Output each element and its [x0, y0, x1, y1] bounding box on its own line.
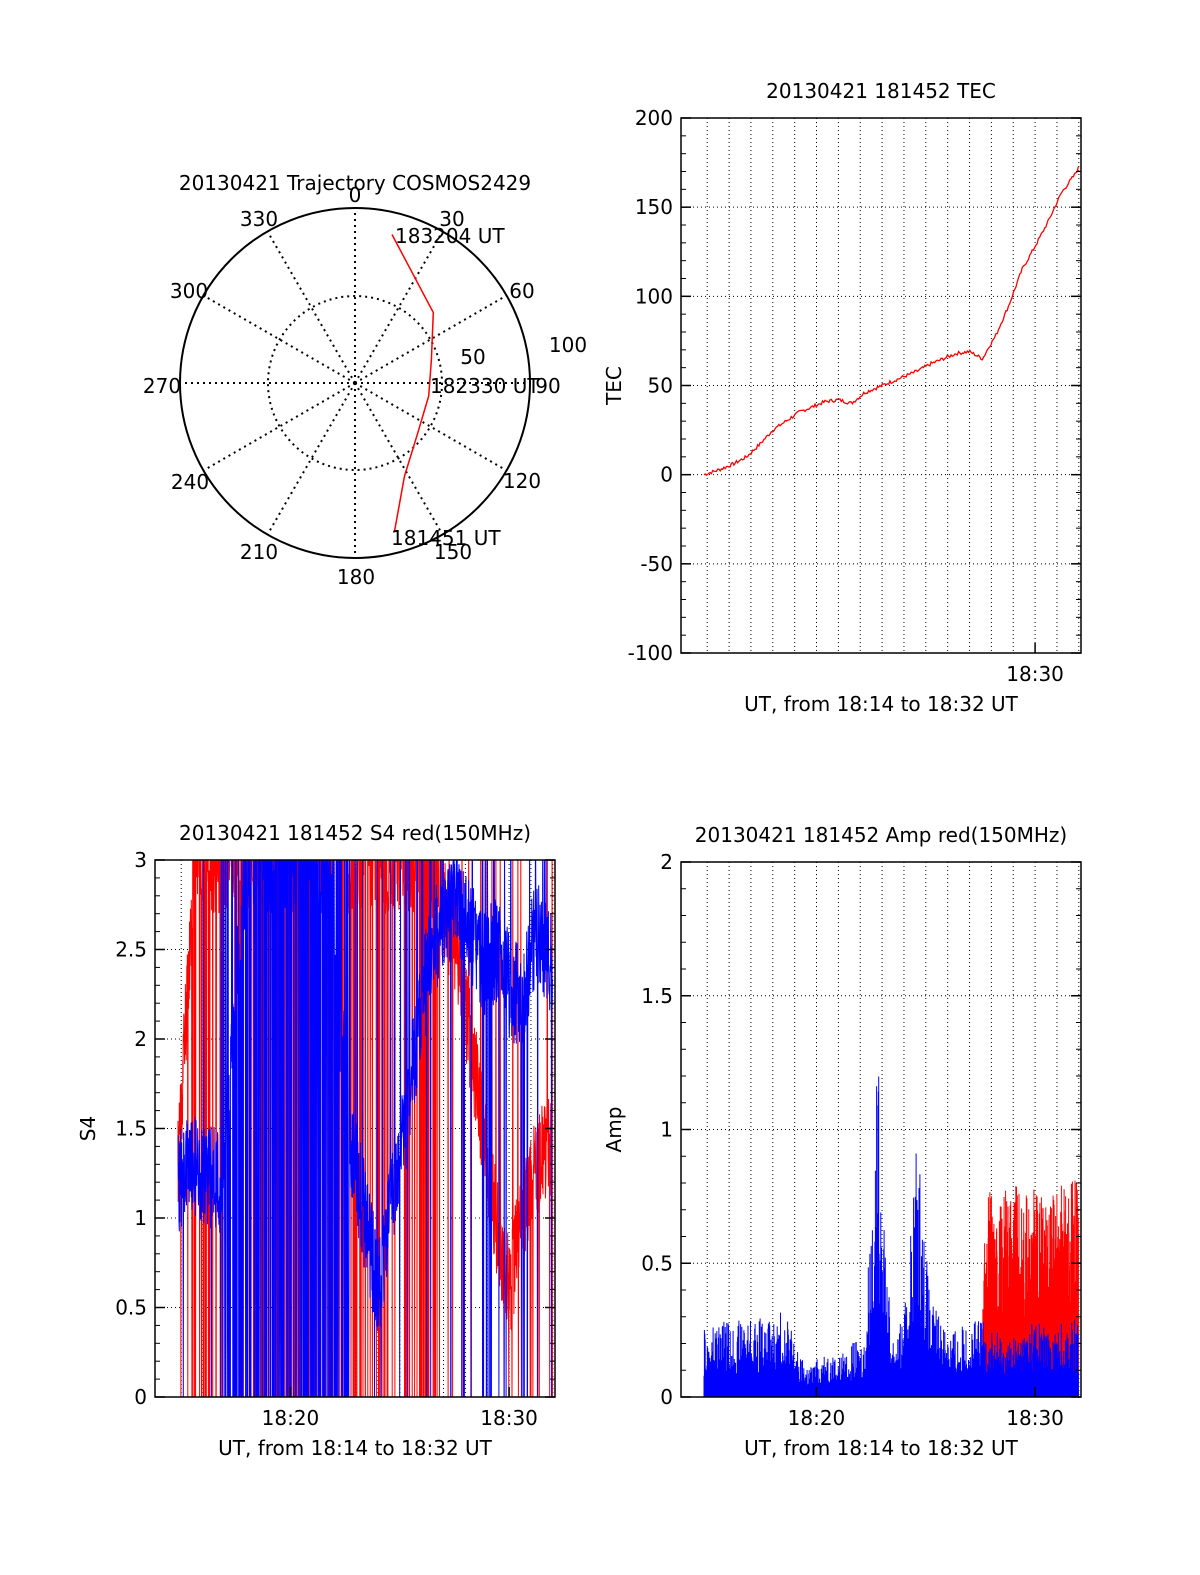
amp-panel: 20130421 181452 Amp red(150MHz) 0 0.5 1 1.5 2… — [602, 823, 1082, 1460]
s4-ytick-label: 0 — [134, 1385, 147, 1409]
polar-ring-50 — [267, 295, 443, 471]
polar-angle-label: 120 — [503, 469, 541, 493]
amp-series-blue — [703, 1076, 1079, 1397]
polar-annotation: 182330 UT — [430, 374, 540, 398]
tec-xtick-label: 18:30 — [1006, 662, 1064, 686]
tec-ytick-label: -50 — [640, 552, 673, 576]
s4-ylabel: S4 — [76, 1116, 100, 1141]
s4-xtick-label: 18:20 — [262, 1406, 320, 1430]
polar-spoke-120 — [354, 382, 508, 472]
amp-xlabel: UT, from 18:14 to 18:32 UT — [744, 1436, 1019, 1460]
s4-ytick-label: 1.5 — [115, 1117, 147, 1141]
amp-xtick-label: 18:30 — [1006, 1406, 1064, 1430]
s4-ytick-label: 1 — [134, 1206, 147, 1230]
polar-angle-label: 150 — [434, 540, 472, 564]
amp-ytick-label: 0 — [660, 1385, 673, 1409]
tec-xlabel: UT, from 18:14 to 18:32 UT — [744, 692, 1019, 716]
polar-angle-label: 0 — [349, 183, 362, 207]
polar-radial-label: 50 — [460, 345, 485, 369]
amp-ylabel: Amp — [602, 1107, 626, 1153]
polar-spoke-300 — [202, 294, 356, 384]
polar-spoke-60 — [354, 294, 508, 384]
tec-ytick-label: 200 — [635, 106, 673, 130]
polar-radial-label: 100 — [549, 333, 587, 357]
tec-panel: 20130421 181452 TEC -100 -50 0 50 100 150 200 18… — [602, 79, 1082, 716]
s4-title: 20130421 181452 S4 red(150MHz) — [179, 821, 531, 845]
polar-angle-label: 330 — [240, 207, 278, 231]
amp-title: 20130421 181452 Amp red(150MHz) — [695, 823, 1067, 847]
tec-ytick-label: 150 — [635, 195, 673, 219]
s4-ytick-label: 2.5 — [115, 938, 147, 962]
polar-angle-label: 270 — [143, 374, 181, 398]
amp-xtick-label: 18:20 — [788, 1406, 846, 1430]
polar-spoke-150 — [354, 382, 444, 536]
s4-plot-area — [177, 860, 553, 1397]
polar-spoke-240 — [202, 382, 356, 472]
polar-angle-label: 60 — [509, 279, 534, 303]
polar-angle-label: 240 — [171, 470, 209, 494]
polar-spoke-30 — [354, 230, 444, 384]
s4-series-blue — [177, 860, 553, 1397]
polar-trajectory-line — [391, 234, 435, 531]
amp-ytick-label: 1.5 — [641, 984, 673, 1008]
polar-title: 20130421 Trajectory COSMOS2429 — [179, 171, 531, 195]
s4-xlabel: UT, from 18:14 to 18:32 UT — [218, 1436, 493, 1460]
polar-angle-label: 300 — [170, 279, 208, 303]
polar-annotation: 183204 UT — [395, 224, 505, 248]
s4-ytick-label: 3 — [134, 848, 147, 872]
polar-angle-label: 30 — [439, 207, 464, 231]
tec-ylabel: TEC — [602, 366, 626, 406]
polar-angle-label: 90 — [535, 374, 560, 398]
tec-series-line — [703, 166, 1080, 477]
s4-ytick-label: 2 — [134, 1027, 147, 1051]
polar-angle-label: 210 — [240, 540, 278, 564]
polar-annotation: 181451 UT — [391, 526, 501, 550]
polar-spoke-210 — [266, 382, 356, 536]
amp-ytick-label: 2 — [660, 850, 673, 874]
amp-ytick-label: 0.5 — [641, 1251, 673, 1275]
tec-title: 20130421 181452 TEC — [766, 79, 996, 103]
tec-ytick-label: 50 — [648, 374, 673, 398]
polar-angle-label: 180 — [337, 565, 375, 589]
s4-xtick-label: 18:30 — [480, 1406, 538, 1430]
tec-ytick-label: 0 — [660, 463, 673, 487]
polar-spoke-330 — [266, 230, 356, 384]
s4-ytick-label: 0.5 — [115, 1296, 147, 1320]
s4-panel: 20130421 181452 S4 red(150MHz) 0 0.5 1 1.5 2 2… — [76, 821, 556, 1460]
tec-ytick-label: 100 — [635, 284, 673, 308]
amp-ytick-label: 1 — [660, 1118, 673, 1142]
tec-ytick-label: -100 — [628, 641, 673, 665]
